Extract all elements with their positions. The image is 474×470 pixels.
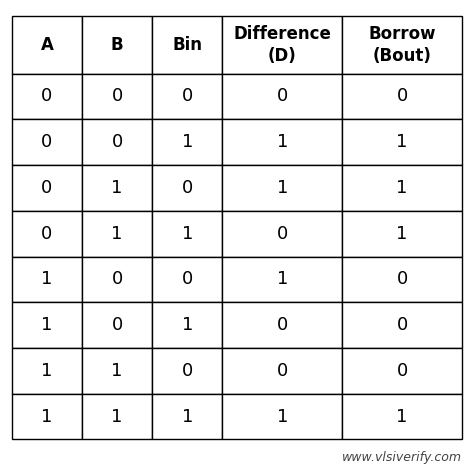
- Bar: [12, 16, 82, 74]
- Text: 1: 1: [276, 407, 288, 425]
- Text: 0: 0: [182, 270, 193, 289]
- Bar: [342, 302, 462, 348]
- Text: 0: 0: [111, 316, 123, 334]
- Text: 0: 0: [182, 362, 193, 380]
- Text: 0: 0: [277, 225, 288, 243]
- Bar: [222, 165, 342, 211]
- Bar: [342, 394, 462, 439]
- Text: 1: 1: [182, 407, 193, 425]
- Text: 0: 0: [397, 270, 408, 289]
- Bar: [82, 16, 152, 74]
- Bar: [222, 257, 342, 302]
- Bar: [222, 302, 342, 348]
- Text: 0: 0: [41, 179, 53, 197]
- Text: 1: 1: [182, 225, 193, 243]
- Bar: [342, 16, 462, 74]
- Text: 1: 1: [276, 133, 288, 151]
- Bar: [222, 16, 342, 74]
- Text: 0: 0: [182, 87, 193, 105]
- Bar: [152, 348, 222, 394]
- Bar: [82, 165, 152, 211]
- Text: 1: 1: [396, 407, 408, 425]
- Text: Difference
(D): Difference (D): [233, 25, 331, 65]
- Bar: [222, 348, 342, 394]
- Text: Bin: Bin: [172, 36, 202, 54]
- Bar: [82, 394, 152, 439]
- Text: www.vlsiverify.com: www.vlsiverify.com: [342, 451, 462, 464]
- Bar: [12, 348, 82, 394]
- Bar: [152, 257, 222, 302]
- Text: 1: 1: [111, 179, 123, 197]
- Text: 0: 0: [111, 133, 123, 151]
- Text: 1: 1: [276, 270, 288, 289]
- Bar: [152, 74, 222, 119]
- Bar: [82, 257, 152, 302]
- Text: 0: 0: [111, 87, 123, 105]
- Bar: [342, 211, 462, 257]
- Bar: [152, 394, 222, 439]
- Bar: [342, 165, 462, 211]
- Bar: [82, 119, 152, 165]
- Bar: [222, 119, 342, 165]
- Bar: [82, 302, 152, 348]
- Bar: [152, 302, 222, 348]
- Bar: [342, 74, 462, 119]
- Text: 1: 1: [396, 225, 408, 243]
- Bar: [82, 74, 152, 119]
- Bar: [12, 211, 82, 257]
- Bar: [12, 302, 82, 348]
- Text: 1: 1: [41, 362, 53, 380]
- Text: 1: 1: [182, 316, 193, 334]
- Bar: [152, 119, 222, 165]
- Bar: [82, 348, 152, 394]
- Text: 1: 1: [111, 362, 123, 380]
- Text: 1: 1: [276, 179, 288, 197]
- Text: 1: 1: [396, 179, 408, 197]
- Text: 1: 1: [111, 225, 123, 243]
- Text: 0: 0: [277, 316, 288, 334]
- Text: 0: 0: [397, 316, 408, 334]
- Text: 0: 0: [41, 133, 53, 151]
- Bar: [82, 211, 152, 257]
- Text: A: A: [40, 36, 54, 54]
- Bar: [152, 211, 222, 257]
- Text: 0: 0: [41, 87, 53, 105]
- Text: 0: 0: [397, 362, 408, 380]
- Text: 0: 0: [182, 179, 193, 197]
- Bar: [342, 119, 462, 165]
- Text: Borrow
(Bout): Borrow (Bout): [368, 25, 436, 65]
- Bar: [12, 119, 82, 165]
- Bar: [12, 74, 82, 119]
- Bar: [342, 348, 462, 394]
- Bar: [152, 16, 222, 74]
- Bar: [12, 165, 82, 211]
- Text: 0: 0: [397, 87, 408, 105]
- Text: 1: 1: [41, 407, 53, 425]
- Text: 1: 1: [41, 316, 53, 334]
- Bar: [12, 394, 82, 439]
- Text: 0: 0: [277, 87, 288, 105]
- Bar: [342, 257, 462, 302]
- Text: 0: 0: [111, 270, 123, 289]
- Bar: [222, 211, 342, 257]
- Text: 1: 1: [182, 133, 193, 151]
- Text: 1: 1: [41, 270, 53, 289]
- Bar: [152, 165, 222, 211]
- Text: 0: 0: [41, 225, 53, 243]
- Text: 0: 0: [277, 362, 288, 380]
- Text: 1: 1: [111, 407, 123, 425]
- Bar: [222, 74, 342, 119]
- Bar: [222, 394, 342, 439]
- Bar: [12, 257, 82, 302]
- Text: B: B: [111, 36, 123, 54]
- Text: 1: 1: [396, 133, 408, 151]
